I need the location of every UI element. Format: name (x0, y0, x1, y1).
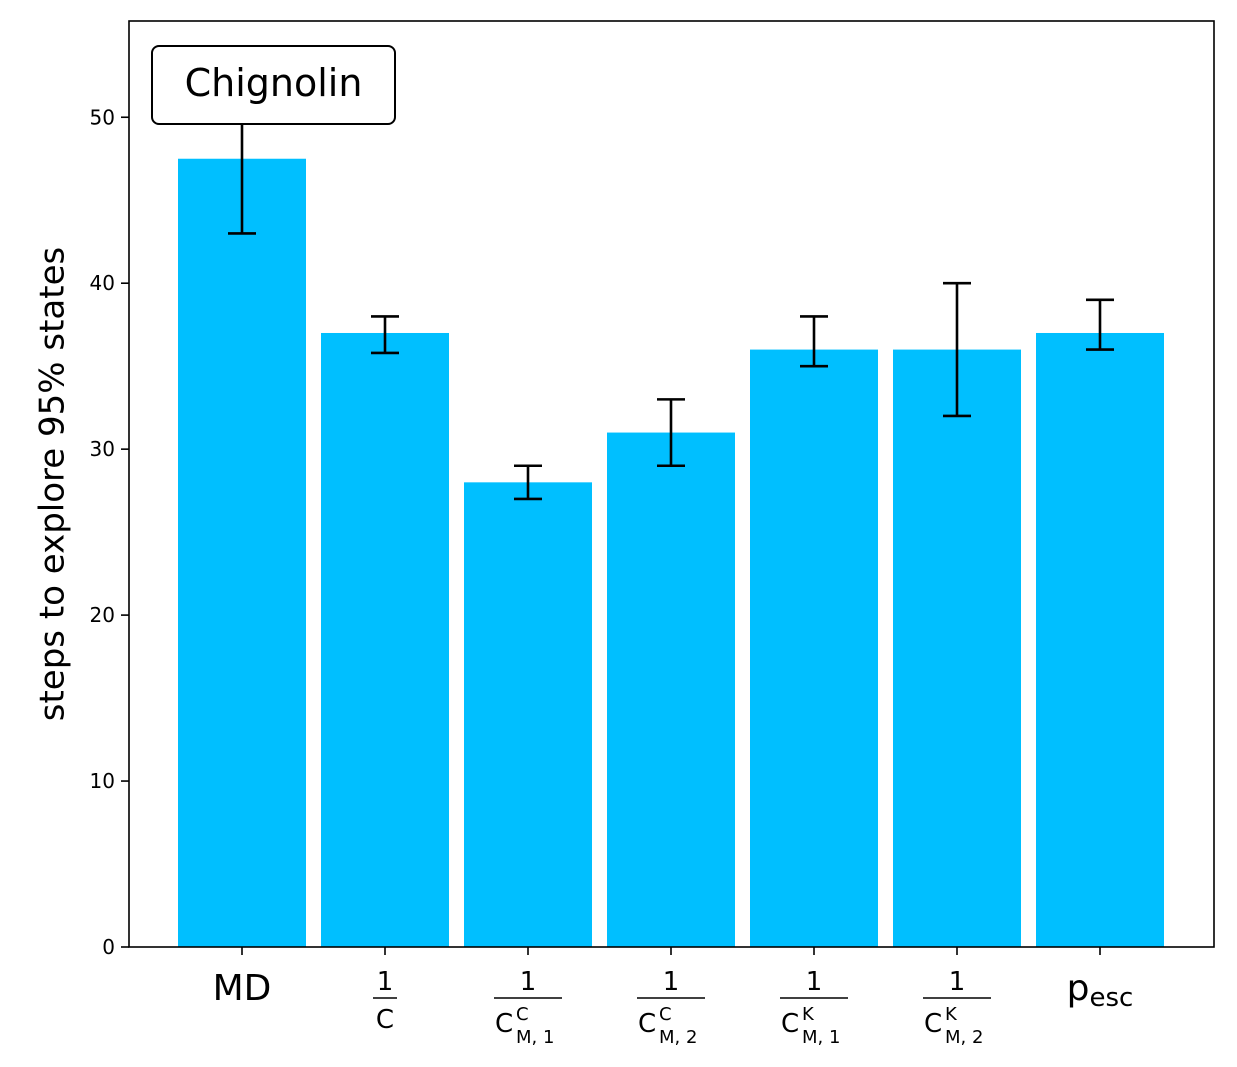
x-tick-label-numerator: 1 (377, 967, 394, 997)
bar (607, 432, 735, 947)
x-tick-label: pesc (1067, 968, 1134, 1013)
y-axis-label: steps to explore 95% states (33, 247, 73, 721)
x-tick-label-numerator: 1 (806, 967, 823, 997)
x-tick-label: 1C KM, 1 (780, 967, 848, 1048)
x-tick-label-subscript: M, 2 (945, 1027, 983, 1048)
error-bar (657, 398, 685, 468)
x-tick-label-subscript: M, 1 (516, 1027, 554, 1048)
y-tick-label: 10 (90, 769, 115, 793)
bar (1036, 332, 1164, 947)
x-tick-label: 1C CM, 1 (494, 967, 562, 1048)
x-tick-label-denominator: C (495, 1009, 513, 1039)
x-tick-label: 1C KM, 2 (923, 967, 991, 1048)
x-tick-label-superscript: C (659, 1004, 672, 1025)
error-bar (371, 315, 399, 355)
x-tick-label-denominator: C (781, 1009, 799, 1039)
x-tick-label-superscript: C (516, 1004, 529, 1025)
bar (750, 349, 878, 947)
title-box-frame (151, 45, 396, 125)
error-bars-layer (228, 115, 1114, 501)
y-tick-label: 0 (102, 935, 115, 959)
x-tick-label-superscript: K (802, 1004, 815, 1025)
y-axis-ticks: 0 10 20 30 40 50 (90, 105, 129, 959)
x-tick-label-text: MD (213, 968, 272, 1009)
y-tick-label: 40 (90, 271, 115, 295)
x-tick-label-numerator: 1 (949, 967, 966, 997)
x-tick-label: 1C CM, 2 (637, 967, 705, 1048)
chart-title: Chignolin (185, 61, 363, 105)
x-tick-label: 1C (373, 967, 397, 1035)
x-tick-label-denominator: C (638, 1009, 656, 1039)
bar (893, 349, 1021, 947)
x-tick-label-numerator: 1 (520, 967, 537, 997)
bar (321, 332, 449, 947)
error-bar (514, 464, 542, 501)
x-tick-label-subscript: M, 2 (659, 1027, 697, 1048)
x-tick-label-text: pesc (1067, 968, 1134, 1013)
error-bar (1086, 298, 1114, 351)
bars-layer (178, 158, 1164, 948)
x-tick-label-superscript: K (945, 1004, 958, 1025)
bar (178, 158, 306, 948)
x-tick-label-numerator: 1 (663, 967, 680, 997)
x-tick-label-denominator: C (376, 1005, 394, 1035)
y-tick-label: 20 (90, 603, 115, 627)
y-tick-label: 50 (90, 105, 115, 129)
x-tick-label-denominator: C (924, 1009, 942, 1039)
bar (464, 482, 592, 947)
y-tick-label: 30 (90, 437, 115, 461)
x-tick-label-subscript: M, 1 (802, 1027, 840, 1048)
x-tick-label: MD (213, 968, 272, 1009)
error-bar (800, 315, 828, 368)
error-bar (943, 281, 971, 418)
title-box: Chignolin (151, 45, 396, 125)
